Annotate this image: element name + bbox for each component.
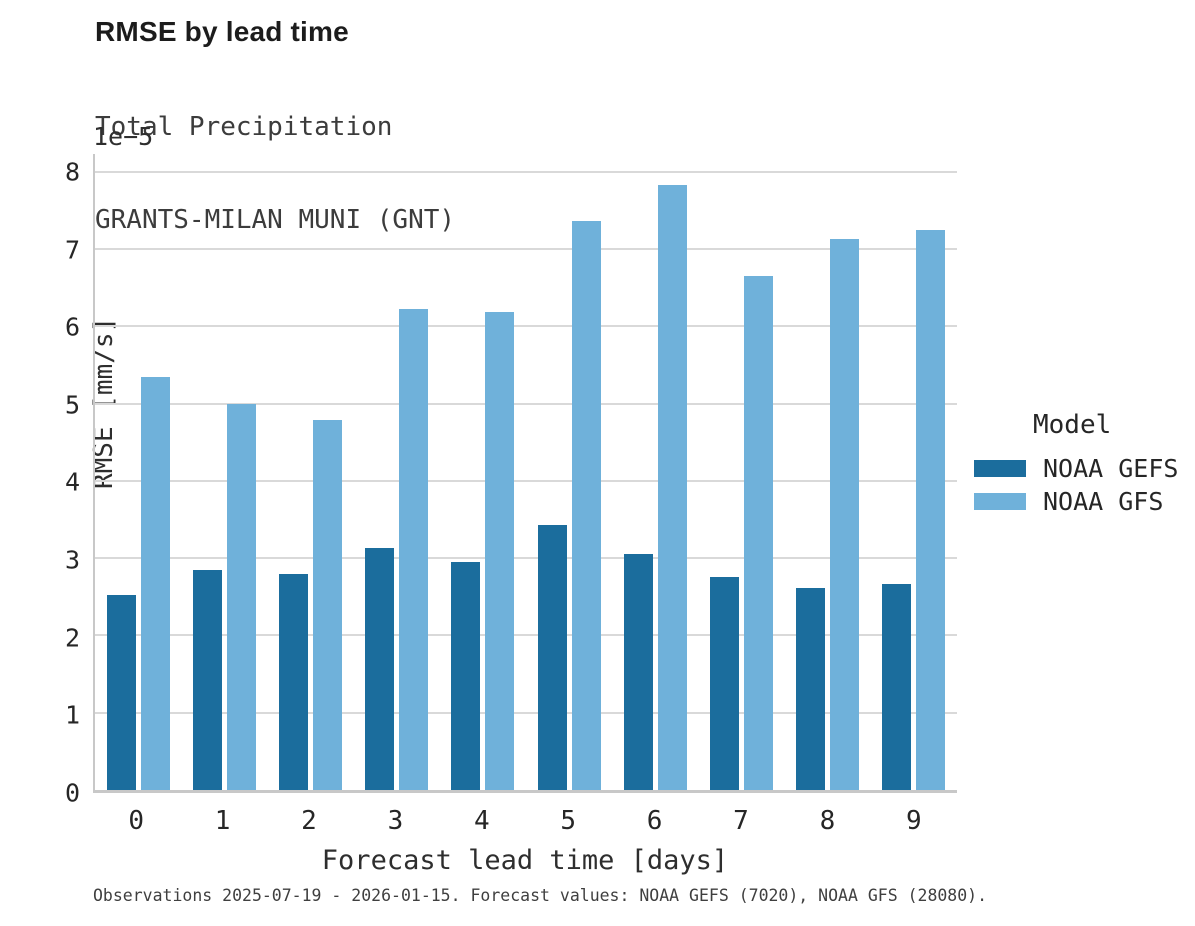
bar-noaa-gefs-6 [623,554,653,790]
bar-noaa-gefs-9 [882,584,912,790]
bar-noaa-gefs-7 [709,576,739,790]
bar-noaa-gfs-7 [743,276,773,790]
bar-noaa-gfs-3 [399,309,429,790]
y-tick-label-2: 2 [64,623,80,653]
x-tick-label-8: 8 [819,806,836,836]
y-tick-label-0: 0 [64,778,80,808]
x-tick-label-6: 6 [646,806,663,836]
chart-subtitle-line1: Total Precipitation [95,112,393,142]
y-axis-tick-labels: 0 1 2 3 4 5 6 7 8 [0,154,80,807]
x-tick-label-5: 5 [560,806,577,836]
legend-label: NOAA GEFS [1043,454,1179,483]
plot-area [93,154,957,793]
bar-noaa-gfs-0 [140,376,170,790]
bar-noaa-gfs-2 [312,419,342,790]
x-tick-label-0: 0 [128,806,145,836]
bar-noaa-gfs-6 [657,184,687,790]
bar-noaa-gefs-3 [365,548,395,790]
bar-group-2 [267,154,353,790]
bar-noaa-gefs-5 [537,524,567,790]
x-axis-tick-labels: 0 1 2 3 4 5 6 7 8 9 [93,806,957,840]
bar-noaa-gfs-8 [830,239,860,790]
bar-noaa-gfs-4 [485,311,515,790]
bar-noaa-gefs-2 [278,574,308,790]
legend-item: NOAA GFS [974,485,1189,518]
chart-subtitle: Total Precipitation GRANTS-MILAN MUNI (G… [95,50,455,298]
chart-title: RMSE by lead time [95,16,349,47]
bar-noaa-gefs-0 [106,594,136,790]
x-axis-label: Forecast lead time [days] [321,845,729,876]
y-tick-label-3: 3 [64,545,80,575]
bar-group-7 [698,154,784,790]
y-tick-label-5: 5 [64,390,80,420]
x-tick-label-3: 3 [387,806,404,836]
y-tick-label-6: 6 [64,312,80,342]
y-tick-label-4: 4 [64,467,80,497]
bar-group-1 [181,154,267,790]
legend-swatch-noaa-gfs [974,493,1026,510]
footnote: Observations 2025-07-19 - 2026-01-15. Fo… [93,886,988,905]
bar-group-9 [871,154,957,790]
x-tick-label-4: 4 [473,806,490,836]
bar-noaa-gfs-1 [226,404,256,790]
bar-group-3 [354,154,440,790]
bar-noaa-gefs-4 [451,562,481,790]
gridline-y4 [95,479,957,482]
x-tick-label-1: 1 [214,806,231,836]
x-tick-label-9: 9 [905,806,922,836]
legend-title: Model [1033,410,1112,440]
gridline-y6 [95,325,957,328]
bar-noaa-gfs-5 [571,221,601,790]
gridline-y3 [95,557,957,560]
gridline-y2 [95,634,957,637]
y-tick-label-8: 8 [64,157,80,187]
gridline-y7 [95,248,957,251]
gridline-y8 [95,170,957,173]
bar-noaa-gefs-8 [796,587,826,790]
gridline-y1 [95,711,957,714]
bar-group-0 [95,154,181,790]
bar-group-8 [785,154,871,790]
legend-swatch-noaa-gefs [974,460,1026,477]
chart-subtitle-line2: GRANTS-MILAN MUNI (GNT) [95,205,456,235]
bar-noaa-gefs-1 [192,569,222,790]
x-tick-label-7: 7 [733,806,749,836]
y-tick-label-7: 7 [64,235,80,264]
bar-group-4 [440,154,526,790]
y-axis-offset-label: 1e−5 [93,122,154,151]
legend-label: NOAA GFS [1043,487,1164,516]
legend: Model NOAA GEFS NOAA GFS [974,410,1189,518]
y-tick-label-1: 1 [64,700,80,730]
x-tick-label-2: 2 [301,806,317,836]
legend-item: NOAA GEFS [974,452,1189,485]
bar-group-6 [612,154,698,790]
bar-noaa-gfs-9 [916,229,946,790]
bar-group-5 [526,154,612,790]
gridline-y5 [95,402,957,405]
